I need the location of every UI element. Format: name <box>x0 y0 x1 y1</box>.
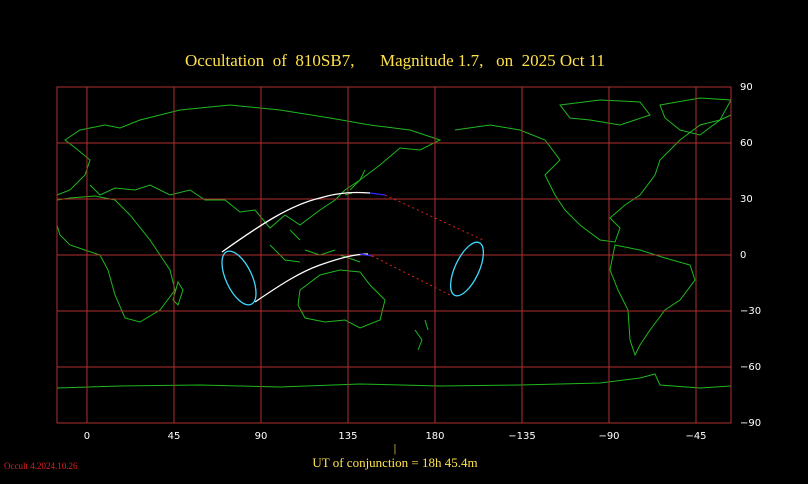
y-tick-label: −60 <box>740 362 761 373</box>
x-tick-label: −90 <box>598 431 619 442</box>
coast-eurasia <box>56 104 442 229</box>
version: Occult 4.2024.10.26 <box>4 461 78 471</box>
x-tick-label: 45 <box>168 431 181 442</box>
path-daylight-south <box>359 253 373 257</box>
coast-arctic <box>559 99 651 126</box>
y-tick-label: 60 <box>740 138 753 149</box>
y-tick-label: 0 <box>740 250 746 261</box>
path-north-limit <box>221 191 371 253</box>
x-tick-label: 180 <box>425 431 444 442</box>
coast-madagascar <box>172 280 184 306</box>
coast-africa <box>56 195 176 323</box>
y-tick-label: −90 <box>740 418 761 429</box>
y-tick-label: 90 <box>740 82 753 93</box>
x-tick-label: 0 <box>84 431 90 442</box>
x-tick-label: 135 <box>338 431 357 442</box>
coast-new-zealand <box>414 319 429 351</box>
occultation-path <box>221 191 485 306</box>
title: Occultation of 810SB7, Magnitude 1.7, on… <box>185 51 605 70</box>
coast-australia <box>297 269 386 329</box>
x-tick-label: −135 <box>508 431 535 442</box>
shadow-ellipse-start <box>221 250 257 306</box>
path-south-limit <box>254 253 369 303</box>
shadow-ellipse-end <box>449 241 485 297</box>
x-tick-label: −45 <box>685 431 706 442</box>
coast-antarctica <box>56 373 732 389</box>
coast-north-america <box>454 114 732 243</box>
x-tick-label: 90 <box>255 431 268 442</box>
y-tick-label: −30 <box>740 306 761 317</box>
coast-south-america <box>609 244 696 357</box>
footer: UT of conjunction = 18h 45.4m <box>312 455 477 470</box>
coast-greenland <box>659 97 732 136</box>
path-daylight-north <box>369 192 386 196</box>
y-tick-label: 30 <box>740 194 753 205</box>
conjunction-marker: | <box>394 441 396 455</box>
plot-frame <box>56 86 732 424</box>
